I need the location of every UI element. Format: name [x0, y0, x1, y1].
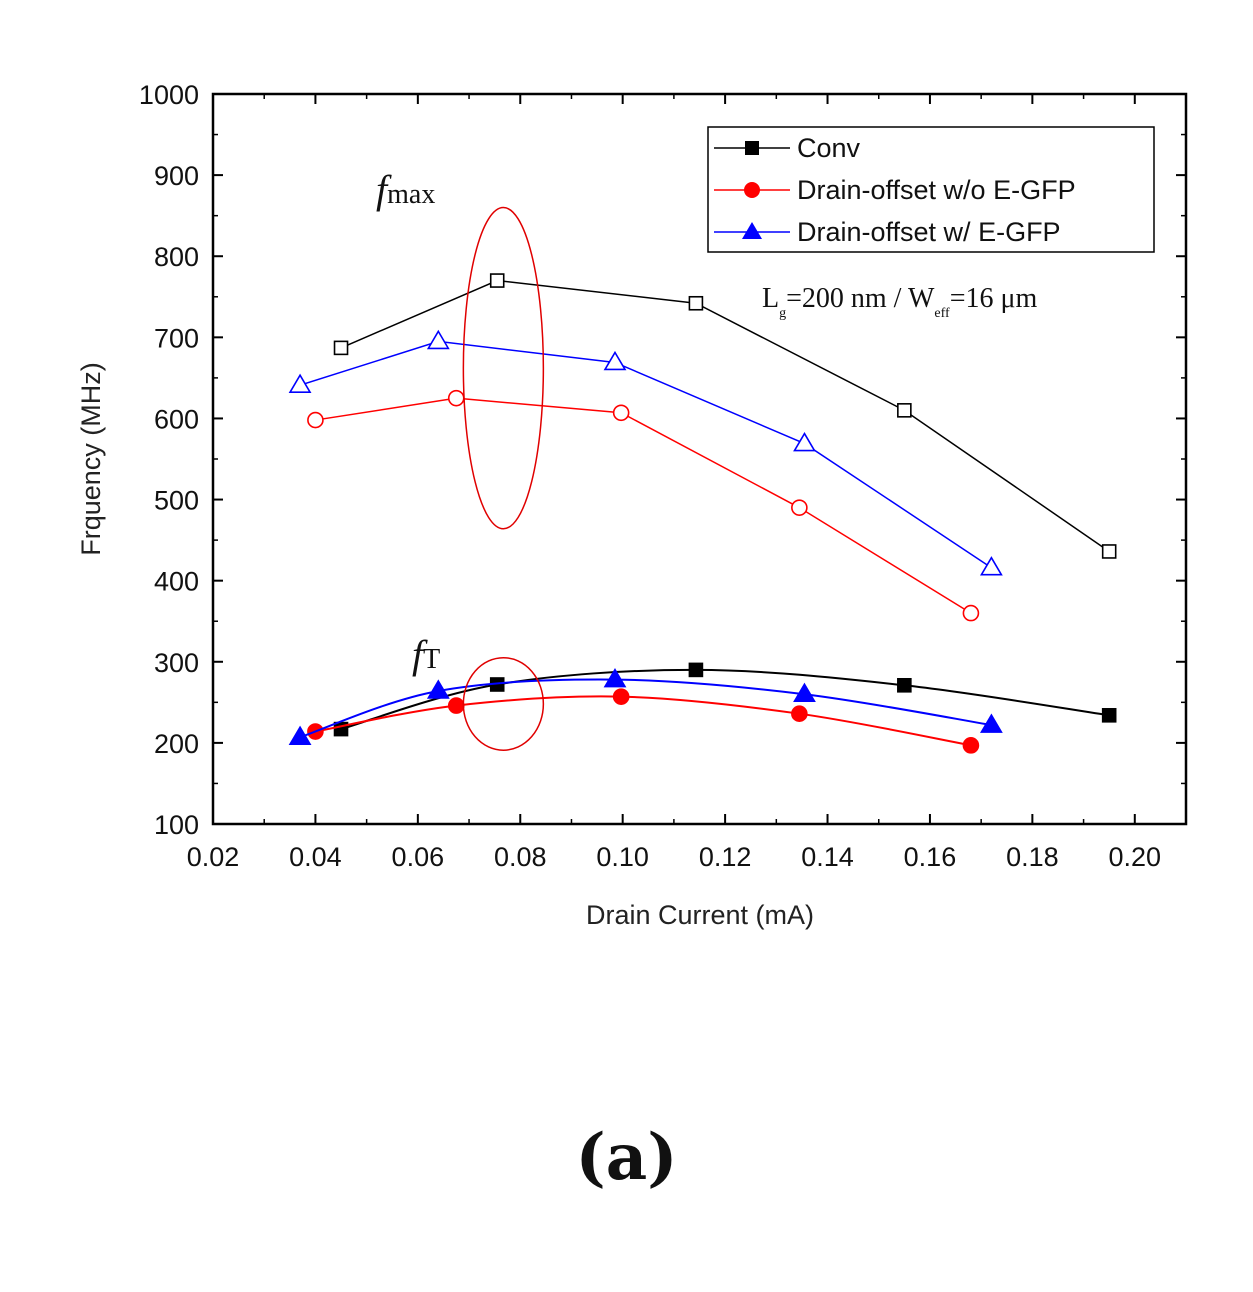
series-line [340, 279, 1110, 553]
x-tick-label: 0.20 [1109, 842, 1162, 872]
data-point [426, 329, 450, 350]
data-point [793, 682, 816, 703]
data-point [603, 350, 627, 371]
y-tick-label: 700 [154, 323, 199, 353]
data-point [793, 432, 816, 452]
data-point [688, 662, 704, 678]
device-l-sub: g [779, 306, 786, 321]
legend-marker-w [742, 222, 762, 239]
fmax-annotation: fmax [376, 167, 435, 212]
data-point [288, 725, 312, 746]
ft-annotation: fT [412, 632, 440, 677]
chart: 0.02 0.04 0.06 0.08 0.10 0.12 0.14 0.16 0.18 0.20… [76, 80, 1188, 930]
data-point [897, 677, 912, 693]
data-point [307, 411, 324, 429]
x-tick-label: 0.04 [289, 842, 342, 872]
legend-item-w: Drain-offset w/ E-GFP [714, 217, 1061, 247]
y-tick-label: 900 [154, 161, 199, 191]
data-point [612, 404, 630, 422]
legend-item-wo: Drain-offset w/o E-GFP [714, 175, 1076, 205]
data-point [1101, 708, 1117, 723]
legend-label-conv: Conv [797, 133, 861, 163]
legend-marker-conv [745, 141, 759, 155]
x-tick-label: 0.14 [801, 842, 854, 872]
series-conv-ft [333, 662, 1117, 737]
data-point [980, 556, 1003, 576]
y-tick-label: 500 [154, 486, 199, 516]
x-tick-label: 0.10 [596, 842, 649, 872]
x-tick-label: 0.02 [187, 842, 240, 872]
device-mid: =200 nm / W [786, 283, 935, 314]
y-tick-label: 100 [154, 810, 199, 840]
highlight-ellipse [462, 206, 545, 530]
data-point [897, 403, 912, 418]
data-point [489, 273, 505, 288]
svg-text:fT: fT [412, 632, 440, 677]
highlight-ellipse [462, 656, 545, 751]
data-point [333, 340, 349, 356]
series-conv-fmax [333, 273, 1117, 559]
ft-annotation-sub: T [423, 644, 440, 675]
legend-label-w: Drain-offset w/ E-GFP [797, 217, 1061, 247]
x-tick-label: 0.16 [904, 842, 957, 872]
legend-item-conv: Conv [714, 133, 861, 163]
x-tick-label: 0.08 [494, 842, 547, 872]
data-point [1101, 544, 1117, 559]
series-wo-fmax [307, 389, 980, 622]
series-w-ft [288, 668, 1003, 746]
y-axis-title: Frquency (MHz) [76, 362, 106, 556]
panel-label: (a) [575, 1120, 678, 1195]
fmax-annotation-sub: max [387, 179, 435, 210]
legend: Conv Drain-offset w/o E-GFP Drain-offset… [707, 126, 1155, 253]
data-point [603, 668, 627, 688]
y-tick-label: 300 [154, 648, 199, 678]
data-point [980, 713, 1003, 733]
device-l: L [762, 283, 779, 314]
series-w-fmax [288, 329, 1003, 576]
legend-label-wo: Drain-offset w/o E-GFP [797, 175, 1076, 205]
legend-marker-wo [744, 182, 760, 198]
device-annotation: Lg=200 nm / Weff=16 μm [762, 283, 1037, 321]
series-layer [288, 273, 1117, 754]
data-point [426, 679, 450, 699]
y-tick-label: 200 [154, 729, 199, 759]
data-point [791, 705, 808, 722]
y-tick-label: 600 [154, 404, 199, 434]
x-tick-label: 0.12 [699, 842, 752, 872]
series-line [315, 397, 972, 614]
data-point [447, 389, 465, 407]
data-point [288, 373, 312, 393]
device-w-sub: eff [934, 306, 950, 321]
y-tick-label: 400 [154, 567, 199, 597]
x-axis-title: Drain Current (mA) [586, 900, 814, 930]
data-point [612, 688, 630, 705]
x-tick-label: 0.06 [392, 842, 445, 872]
data-point [688, 295, 704, 311]
svg-text:Lg=200 nm / Weff=16 μm: Lg=200 nm / Weff=16 μm [762, 283, 1037, 321]
series-line [299, 340, 992, 569]
data-point [962, 737, 980, 754]
svg-text:fmax: fmax [376, 167, 435, 212]
x-tick-label: 0.18 [1006, 842, 1059, 872]
highlight-ellipses [462, 206, 545, 751]
data-point [791, 499, 808, 516]
data-point [447, 697, 465, 714]
data-point [962, 604, 980, 622]
axis-ticks: 0.02 0.04 0.06 0.08 0.10 0.12 0.14 0.16 0.18 0.20… [139, 80, 1186, 872]
y-tick-label: 800 [154, 242, 199, 272]
device-end: =16 μm [950, 283, 1038, 314]
y-tick-label: 1000 [139, 80, 199, 110]
